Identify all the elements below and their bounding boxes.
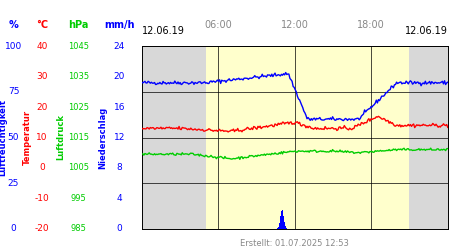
Text: 8: 8 bbox=[117, 164, 122, 172]
Bar bbox=[279, 222, 280, 229]
Text: 06:00: 06:00 bbox=[204, 20, 232, 30]
Text: 30: 30 bbox=[36, 72, 48, 81]
Text: Erstellt: 01.07.2025 12:53: Erstellt: 01.07.2025 12:53 bbox=[240, 239, 349, 248]
Text: 18:00: 18:00 bbox=[357, 20, 385, 30]
Text: Luftfeuchtigkeit: Luftfeuchtigkeit bbox=[0, 99, 7, 176]
Text: 20: 20 bbox=[36, 102, 48, 112]
Text: Temperatur: Temperatur bbox=[22, 110, 32, 165]
Text: 4: 4 bbox=[117, 194, 122, 203]
Bar bbox=[278, 227, 279, 229]
Text: -20: -20 bbox=[35, 224, 49, 233]
Bar bbox=[284, 222, 285, 229]
Bar bbox=[286, 228, 287, 229]
Bar bbox=[285, 226, 286, 229]
Text: 20: 20 bbox=[113, 72, 125, 81]
Text: 0: 0 bbox=[11, 224, 16, 233]
Text: 12: 12 bbox=[113, 133, 125, 142]
Text: hPa: hPa bbox=[68, 20, 89, 30]
Bar bbox=[283, 216, 284, 229]
Text: 25: 25 bbox=[8, 178, 19, 188]
Text: 40: 40 bbox=[36, 42, 48, 51]
Bar bbox=[280, 216, 281, 229]
Bar bbox=[277, 228, 278, 229]
Text: 0: 0 bbox=[117, 224, 122, 233]
Bar bbox=[282, 210, 283, 229]
Text: Luftdruck: Luftdruck bbox=[56, 114, 65, 160]
Text: 0: 0 bbox=[39, 164, 45, 172]
Text: 1015: 1015 bbox=[68, 133, 89, 142]
Text: 24: 24 bbox=[113, 42, 125, 51]
Text: 50: 50 bbox=[8, 133, 19, 142]
Text: 1005: 1005 bbox=[68, 164, 89, 172]
Text: 75: 75 bbox=[8, 88, 19, 96]
Text: %: % bbox=[9, 20, 18, 30]
Text: 10: 10 bbox=[36, 133, 48, 142]
Text: 100: 100 bbox=[5, 42, 22, 51]
Bar bbox=[281, 211, 282, 229]
Text: 1025: 1025 bbox=[68, 102, 89, 112]
Text: 1045: 1045 bbox=[68, 42, 89, 51]
Text: 16: 16 bbox=[113, 102, 125, 112]
Text: 12:00: 12:00 bbox=[281, 20, 309, 30]
Text: 12.06.19: 12.06.19 bbox=[405, 26, 448, 36]
Bar bbox=[206, 46, 410, 229]
Text: °C: °C bbox=[36, 20, 48, 30]
Text: 995: 995 bbox=[71, 194, 86, 203]
Text: Niederschlag: Niederschlag bbox=[98, 106, 107, 169]
Text: -10: -10 bbox=[35, 194, 49, 203]
Text: 1035: 1035 bbox=[68, 72, 89, 81]
Text: 12.06.19: 12.06.19 bbox=[142, 26, 184, 36]
Text: mm/h: mm/h bbox=[104, 20, 135, 30]
Text: 985: 985 bbox=[71, 224, 87, 233]
